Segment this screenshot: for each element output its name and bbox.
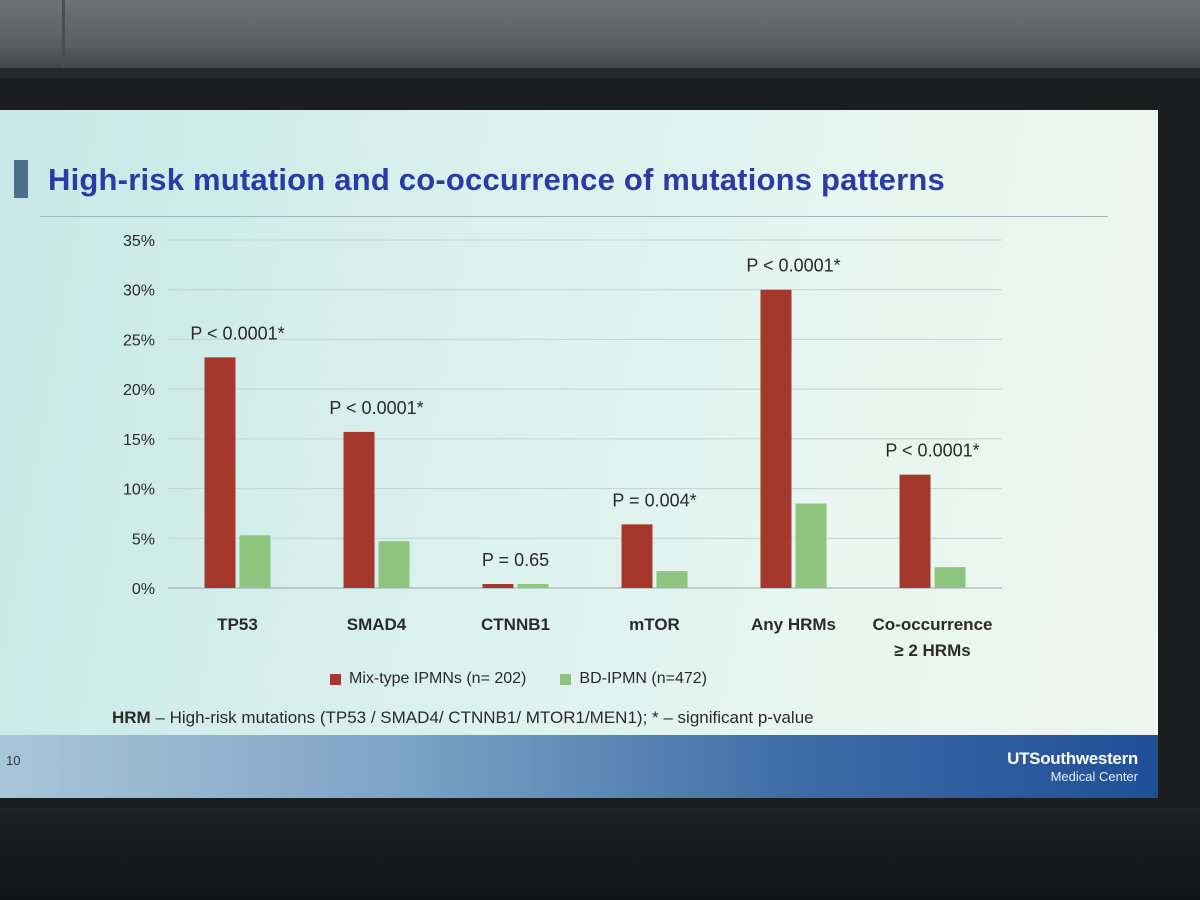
bar-mix-type: [899, 474, 931, 588]
y-tick-label: 35%: [123, 233, 155, 250]
screen-frame: [0, 68, 1200, 78]
slide-number: 10: [6, 753, 21, 768]
title-accent-bar: [14, 160, 28, 198]
legend-swatch-bd-ipmn: [560, 673, 572, 685]
x-category-label: SMAD4: [347, 615, 407, 634]
p-value-label: P < 0.0001*: [746, 256, 840, 276]
x-category-label: Co-occurrence: [873, 615, 993, 634]
bar-bd-ipmn: [656, 571, 688, 588]
bar-mix-type: [482, 584, 514, 588]
y-tick-label: 25%: [123, 332, 155, 349]
p-value-label: P = 0.65: [482, 550, 549, 570]
utsw-logo-subtitle: Medical Center: [1050, 769, 1138, 784]
legend-label-bd-ipmn: BD-IPMN (n=472): [579, 670, 707, 687]
legend-item-bd-ipmn: BD-IPMN (n=472): [560, 670, 707, 688]
room-wall: [0, 0, 1200, 75]
footnote-definition: – High-risk mutations (TP53 / SMAD4/ CTN…: [150, 708, 814, 727]
p-value-label: P < 0.0001*: [885, 441, 979, 461]
bar-bd-ipmn: [795, 503, 827, 588]
chart-legend: Mix-type IPMNs (n= 202) BD-IPMN (n=472): [330, 670, 707, 688]
x-category-label: CTNNB1: [481, 615, 550, 634]
legend-label-mix-type: Mix-type IPMNs (n= 202): [349, 670, 527, 687]
slide-title: High-risk mutation and co-occurrence of …: [48, 162, 945, 197]
footnote-term: HRM: [112, 708, 151, 727]
bar-chart: 0% 5% 10% 15% 20% 25% 30% 35% P < 0.0001* TP53 P <…: [123, 233, 1002, 660]
utsw-logo-name: UTSouthwestern: [1007, 749, 1138, 768]
bar-mix-type: [204, 357, 236, 588]
x-category-label: ≥ 2 HRMs: [894, 641, 970, 660]
y-tick-label: 20%: [123, 382, 155, 399]
bar-mix-type: [343, 431, 375, 588]
y-tick-label: 15%: [123, 432, 155, 449]
bar-mix-type: [621, 524, 653, 588]
legend-swatch-mix-type: [330, 673, 341, 685]
legend-item-mix-type: Mix-type IPMNs (n= 202): [330, 670, 526, 688]
bar-mix-type: [760, 289, 792, 588]
y-tick-label: 10%: [123, 482, 155, 499]
y-tick-label: 0%: [132, 581, 155, 598]
p-value-label: P < 0.0001*: [190, 323, 284, 343]
wall-seam: [62, 0, 65, 70]
x-category-label: Any HRMs: [751, 615, 836, 634]
bar-bd-ipmn: [934, 567, 966, 588]
y-tick-label: 5%: [132, 531, 155, 548]
p-value-label: P = 0.004*: [612, 490, 696, 510]
title-divider: [40, 216, 1108, 217]
x-category-label: TP53: [217, 615, 258, 634]
footnote: HRM – High-risk mutations (TP53 / SMAD4/…: [112, 708, 814, 728]
y-tick-label: 30%: [123, 283, 155, 300]
x-category-label: mTOR: [629, 615, 680, 634]
bar-bd-ipmn: [517, 584, 549, 588]
footer-bar: 10 UTSouthwestern Medical Center: [0, 735, 1158, 798]
slide: High-risk mutation and co-occurrence of …: [0, 110, 1158, 798]
room-floor: [0, 808, 1200, 900]
p-value-label: P < 0.0001*: [329, 398, 423, 418]
bar-bd-ipmn: [378, 541, 410, 588]
bar-bd-ipmn: [239, 535, 271, 588]
